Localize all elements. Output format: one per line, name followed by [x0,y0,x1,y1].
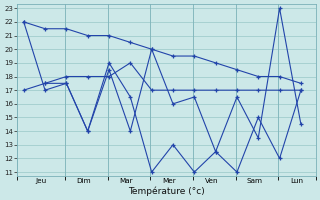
X-axis label: Température (°c): Température (°c) [128,186,205,196]
